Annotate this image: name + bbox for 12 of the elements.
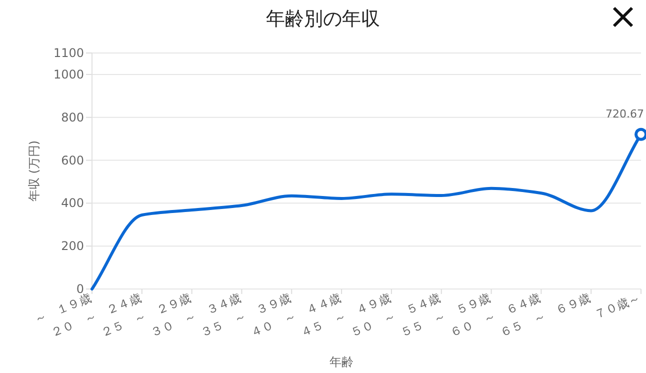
data-label: 720.67 <box>606 107 644 120</box>
y-tick-label: 200 <box>61 239 84 254</box>
y-tick-label: 1100 <box>53 46 84 60</box>
x-axis-title: 年齢 <box>330 355 354 369</box>
y-axis-title: 年収 (万円) <box>27 140 41 202</box>
y-tick-label: 1000 <box>53 67 84 82</box>
chart-title: 年齢別の年収 <box>266 8 380 30</box>
x-tick-label: ７０歳～ <box>592 290 642 322</box>
y-tick-label: 800 <box>61 110 84 124</box>
y-tick-label: 0 <box>76 282 84 296</box>
y-tick-label: 400 <box>61 196 84 210</box>
y-tick-label: 600 <box>61 153 84 168</box>
